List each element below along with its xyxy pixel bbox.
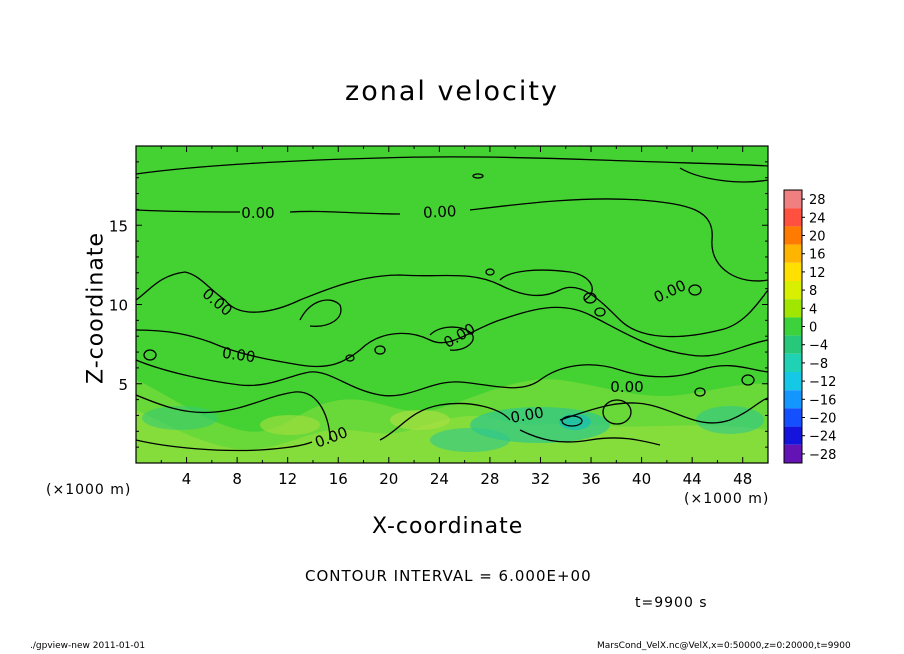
contour-interval: CONTOUR INTERVAL = 6.000E+00: [305, 567, 592, 585]
y-axis: 5 10 15: [109, 161, 768, 448]
colorbar-label: 16: [809, 248, 826, 263]
y-axis-label: Z-coordinate: [83, 232, 109, 384]
x-tick-label: 40: [632, 470, 651, 488]
colorbar-label: −4: [809, 339, 828, 354]
colorbar-swatch: [784, 390, 802, 409]
x-tick-label: 36: [581, 470, 600, 488]
colorbar-swatch: [784, 426, 802, 445]
colorbar-swatch: [784, 281, 802, 300]
chart-title: zonal velocity: [345, 76, 559, 107]
footer-right: MarsCond_VelX.nc@VelX,x=0:50000,z=0:2000…: [597, 641, 851, 651]
x-axis: 4 8 12 16 20 24 28 32 36 40 44 48: [160, 146, 752, 488]
contour-line: [136, 391, 768, 441]
x-tick-label: 24: [430, 470, 449, 488]
contour-lines: [136, 156, 768, 452]
colorbar-swatch: [784, 317, 802, 336]
colorbar-label: −8: [809, 357, 828, 372]
x-tick-label: 16: [329, 470, 348, 488]
colorbar-swatch: [784, 226, 802, 245]
colorbar-label: 24: [809, 211, 826, 226]
contour-line: [136, 359, 768, 397]
colorbar-swatch: [784, 299, 802, 318]
x-tick-label: 4: [182, 470, 192, 488]
time-label: t=9900 s: [635, 595, 708, 611]
colorbar-swatch: [784, 262, 802, 281]
contour-line: [136, 156, 768, 175]
colorbar-label: −16: [809, 393, 836, 408]
contour-label: 0.00: [221, 344, 257, 366]
y-tick-label: 10: [109, 297, 128, 315]
x-tick-label: 48: [733, 470, 752, 488]
x-tick-label: 12: [278, 470, 297, 488]
colorbar-label: 0: [809, 321, 817, 336]
colorbar-label: 20: [809, 230, 826, 245]
colorbar-label: 8: [809, 284, 817, 299]
colorbar-swatch: [784, 190, 802, 209]
x-tick-label: 8: [232, 470, 242, 488]
contour-label: 0.00: [241, 204, 274, 222]
colorbar-swatch: [784, 335, 802, 354]
contour-line: [136, 306, 768, 368]
colorbar-label: −24: [809, 430, 836, 445]
colorbar-label: 4: [809, 302, 817, 317]
contour-line: [485, 268, 495, 276]
x-unit-left: (×1000 m): [46, 482, 132, 498]
contour-line: [679, 167, 768, 183]
contour-line: [136, 271, 768, 338]
footer-left: ./gpview-new 2011-01-01: [30, 641, 146, 651]
contour-label: 0.00: [423, 202, 457, 222]
contour-line: [688, 284, 702, 296]
colorbar-swatch: [784, 444, 802, 463]
colorbar-swatch: [784, 353, 802, 372]
colorbar-label: 12: [809, 266, 826, 281]
contour-line: [741, 374, 755, 386]
colorbar-swatch: [784, 408, 802, 427]
colorbar-label: −20: [809, 412, 836, 427]
colorbar-swatch: [784, 372, 802, 391]
contour-line: [472, 173, 484, 179]
contour-line: [602, 399, 632, 425]
contour-label: 0.00: [509, 403, 545, 427]
x-tick-label: 20: [379, 470, 398, 488]
colorbar-swatch: [784, 208, 802, 227]
contour-line: [136, 439, 313, 452]
contour-line: [561, 415, 583, 427]
colorbar-label: 28: [809, 193, 826, 208]
contour-line: [136, 198, 768, 282]
contour-line: [499, 269, 593, 301]
colorbar-label: −12: [809, 375, 836, 390]
contour-line: [519, 429, 661, 446]
x-tick-label: 32: [531, 470, 550, 488]
colorbar-label: −28: [809, 448, 836, 463]
x-axis-label: X-coordinate: [372, 514, 524, 539]
x-tick-label: 28: [480, 470, 499, 488]
contour-label: 0.00: [610, 378, 643, 396]
contour-line: [345, 354, 355, 362]
contour-line: [374, 345, 386, 355]
contour-line: [299, 299, 342, 327]
colorbar: 28 24 20 16 12 8 4 0 −4 −8 −12 −16 −20 −24 −28: [783, 189, 836, 464]
y-tick-label: 15: [109, 217, 128, 235]
x-tick-label: 44: [683, 470, 702, 488]
x-unit-right: (×1000 m): [684, 491, 770, 507]
y-tick-label: 5: [118, 376, 128, 394]
colorbar-swatch: [784, 244, 802, 263]
contour-line: [429, 326, 474, 351]
contour-line: [594, 307, 606, 317]
contour-line: [143, 349, 157, 361]
contour-line: [583, 292, 597, 304]
contour-line: [694, 387, 706, 397]
